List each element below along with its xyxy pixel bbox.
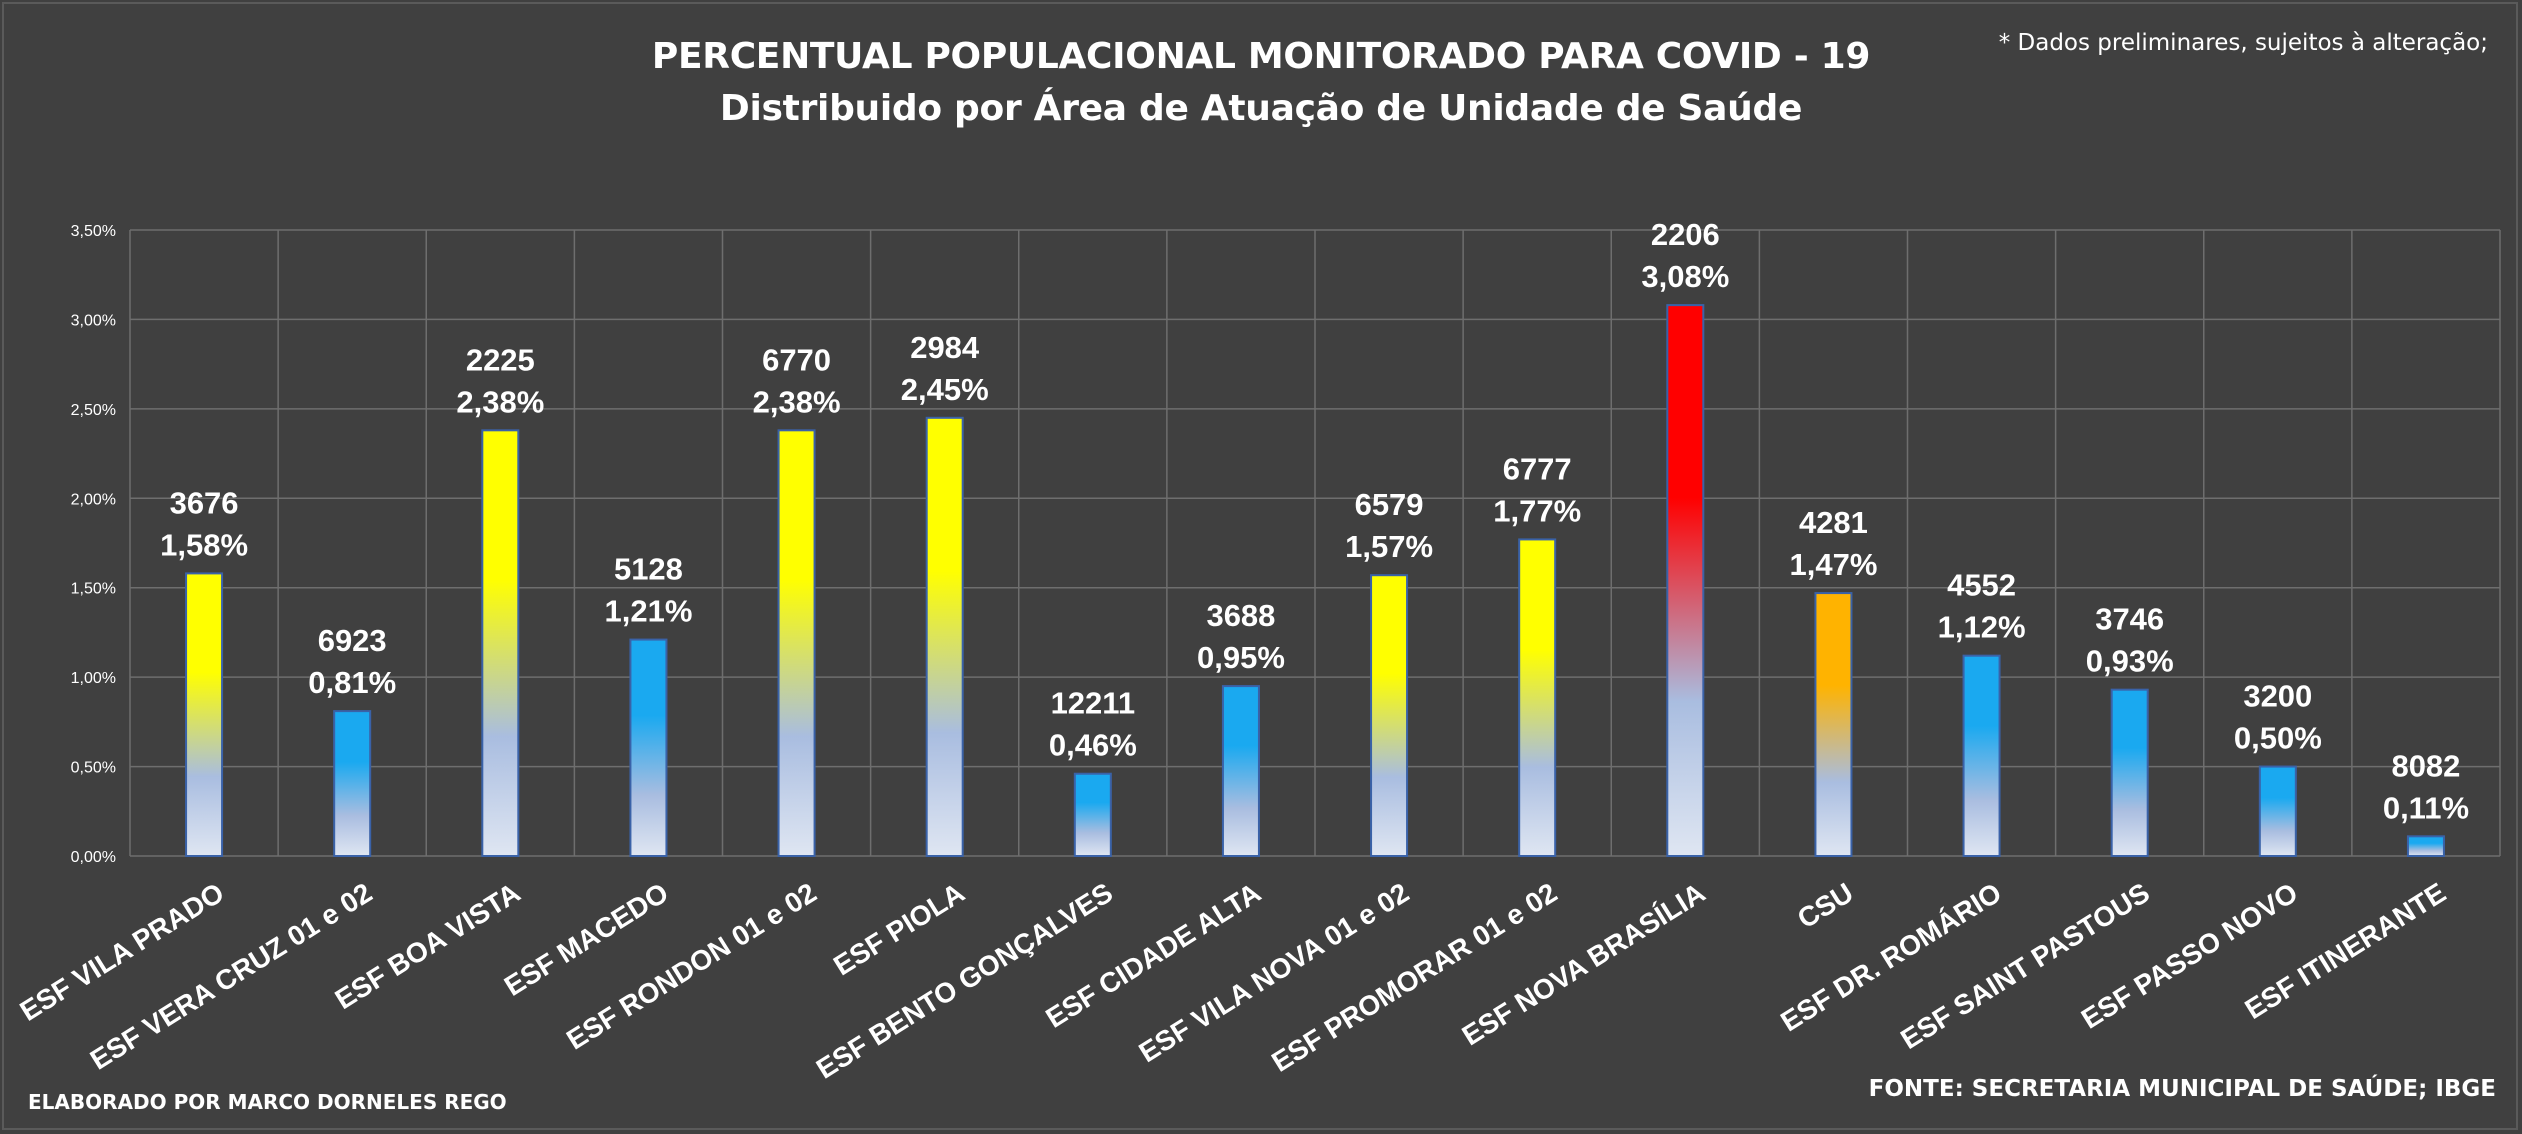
chart-subtitle: Distribuido por Área de Atuação de Unida… bbox=[719, 88, 1803, 129]
bar-9 bbox=[1518, 538, 1557, 857]
chart-title: PERCENTUAL POPULACIONAL MONITORADO PARA … bbox=[651, 36, 1871, 77]
preliminary-data-note: * Dados preliminares, sujeitos à alteraç… bbox=[1998, 30, 2488, 56]
value-label: 0,93% bbox=[2086, 644, 2174, 679]
value-label: 2,38% bbox=[753, 384, 841, 419]
value-label: 0,95% bbox=[1197, 640, 1285, 675]
bar-4 bbox=[777, 429, 816, 857]
y-tick-label: 2,00% bbox=[71, 491, 116, 508]
data-labels: 1,58% 3676 0,81% 6923 2,38% 2225 1,21% 5128 2,38… bbox=[160, 217, 2469, 825]
x-tick-label: CSU bbox=[1792, 877, 1859, 935]
y-tick-label: 1,50% bbox=[71, 581, 116, 598]
x-tick-label: ESF VILA NOVA 01 e 02 bbox=[1133, 877, 1414, 1068]
y-tick-label: 3,00% bbox=[71, 312, 116, 329]
value-label: 1,12% bbox=[1938, 610, 2026, 645]
data-source: FONTE: SECRETARIA MUNICIPAL DE SAÚDE; IB… bbox=[1868, 1076, 2496, 1102]
bar-6 bbox=[1073, 772, 1112, 857]
bar-15 bbox=[2406, 835, 2445, 858]
population-label: 4281 bbox=[1799, 505, 1868, 540]
bar-2 bbox=[481, 429, 520, 857]
x-tick-label: ESF NOVA BRASÍLIA bbox=[1457, 877, 1711, 1052]
value-label: 0,81% bbox=[308, 665, 396, 700]
value-label: 0,11% bbox=[2383, 790, 2469, 825]
y-axis-ticks: 0,00% 0,50% 1,00% 1,50% 2,00% 2,50% 3,00% 3,50% bbox=[71, 223, 116, 866]
bar-14 bbox=[2258, 765, 2297, 857]
value-label: 2,38% bbox=[456, 384, 544, 419]
bar-13 bbox=[2110, 688, 2149, 857]
population-label: 3200 bbox=[2243, 679, 2312, 714]
bar-5 bbox=[925, 416, 964, 857]
population-label: 3688 bbox=[1206, 598, 1275, 633]
value-label: 0,50% bbox=[2234, 721, 2322, 756]
population-label: 3676 bbox=[170, 485, 239, 520]
x-tick-label: ESF BENTO GONÇALVES bbox=[811, 877, 1118, 1085]
bar-12 bbox=[1962, 654, 2001, 857]
bar-11 bbox=[1814, 592, 1853, 858]
value-label: 1,47% bbox=[1789, 547, 1877, 582]
author-credit: ELABORADO POR MARCO DORNELES REGO bbox=[28, 1090, 507, 1114]
y-tick-label: 0,50% bbox=[71, 760, 116, 777]
bar-8 bbox=[1370, 574, 1409, 857]
bar-3 bbox=[629, 638, 668, 858]
bar-7 bbox=[1221, 685, 1260, 857]
y-tick-label: 2,50% bbox=[71, 402, 116, 419]
population-label: 2206 bbox=[1651, 217, 1720, 252]
value-label: 0,46% bbox=[1049, 728, 1137, 763]
population-label: 6770 bbox=[762, 342, 831, 377]
value-label: 2,45% bbox=[901, 372, 989, 407]
bar-1 bbox=[333, 710, 372, 858]
y-tick-label: 1,00% bbox=[71, 670, 116, 687]
population-label: 5128 bbox=[614, 552, 683, 587]
x-tick-label: ESF RONDON 01 e 02 bbox=[561, 877, 822, 1056]
population-label: 8082 bbox=[2391, 748, 2460, 783]
y-tick-label: 0,00% bbox=[71, 849, 116, 866]
bars bbox=[185, 304, 2445, 858]
x-tick-label: ESF PROMORAR 01 e 02 bbox=[1266, 877, 1562, 1078]
bar-10 bbox=[1666, 304, 1705, 857]
x-tick-label: ESF PIOLA bbox=[828, 877, 970, 982]
x-tick-label: ESF VERA CRUZ 01 e 02 bbox=[85, 877, 378, 1076]
population-label: 3746 bbox=[2095, 602, 2164, 637]
population-label: 2225 bbox=[466, 342, 535, 377]
gridlines bbox=[129, 229, 2501, 857]
value-label: 1,21% bbox=[604, 594, 692, 629]
population-label: 6923 bbox=[318, 623, 387, 658]
value-label: 1,57% bbox=[1345, 529, 1433, 564]
population-label: 2984 bbox=[910, 330, 980, 365]
population-label: 12211 bbox=[1051, 686, 1136, 721]
x-tick-label: ESF SAINT PASTOUS bbox=[1895, 877, 2155, 1055]
population-label: 6579 bbox=[1355, 487, 1424, 522]
y-tick-label: 3,50% bbox=[71, 223, 116, 240]
value-label: 3,08% bbox=[1641, 259, 1729, 294]
bar-0 bbox=[185, 572, 224, 857]
value-label: 1,58% bbox=[160, 527, 248, 562]
value-label: 1,77% bbox=[1493, 493, 1581, 528]
population-label: 4552 bbox=[1947, 568, 2016, 603]
population-label: 6777 bbox=[1503, 451, 1572, 486]
